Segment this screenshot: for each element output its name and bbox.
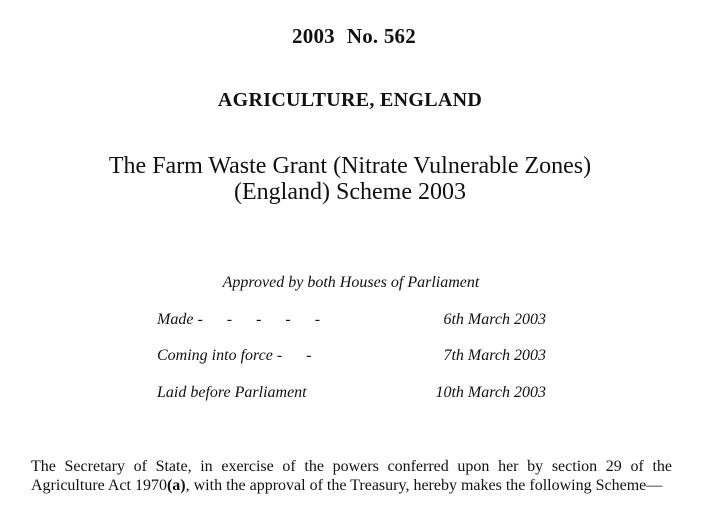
preamble-paragraph: The Secretary of State, in exercise of t… (31, 458, 672, 494)
footnote-reference[interactable]: (a) (166, 477, 186, 494)
title-line-2: (England) Scheme 2003 (234, 179, 466, 205)
leader-dashes: - - - - - (197, 311, 321, 328)
date-row-made: Made - - - - - 6th March 2003 (157, 311, 546, 331)
date-row-laid-before-parliament: Laid before Parliament 10th March 2003 (157, 384, 546, 404)
date-label: Coming into force - - (157, 347, 312, 364)
document-title: The Farm Waste Grant (Nitrate Vulnerable… (0, 153, 700, 205)
date-value: 10th March 2003 (435, 384, 546, 401)
subject-heading: AGRICULTURE, ENGLAND (217, 89, 483, 111)
date-value: 6th March 2003 (443, 311, 546, 328)
title-line-1: The Farm Waste Grant (Nitrate Vulnerable… (108, 153, 592, 179)
instrument-year: 2003 (292, 24, 335, 48)
instrument-number: 2003 No. 562 (0, 24, 708, 49)
approval-statement: Approved by both Houses of Parliament (222, 274, 480, 291)
instrument-no: No. 562 (346, 24, 416, 48)
date-row-coming-into-force: Coming into force - - 7th March 2003 (157, 347, 546, 367)
date-label: Laid before Parliament (157, 384, 307, 401)
date-value: 7th March 2003 (443, 347, 546, 364)
date-label: Made - - - - - (157, 311, 321, 328)
leader-dashes: - - (276, 347, 312, 364)
